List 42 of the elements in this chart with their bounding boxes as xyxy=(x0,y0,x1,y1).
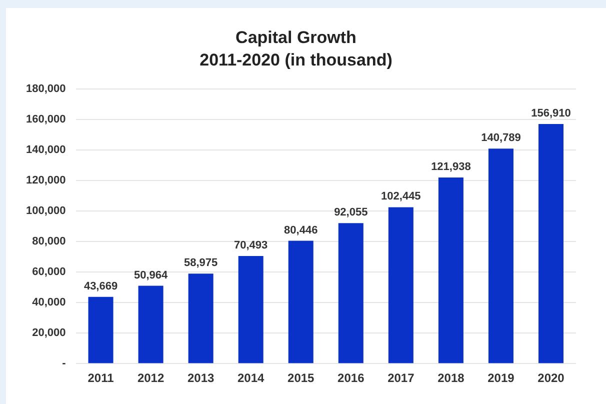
y-tick-label: 180,000 xyxy=(26,82,66,95)
x-tick-label: 2012 xyxy=(137,371,164,386)
y-tick-label: 100,000 xyxy=(26,204,66,217)
y-tick-label: 160,000 xyxy=(26,113,66,126)
data-label: 58,975 xyxy=(184,257,218,270)
y-tick-label: 140,000 xyxy=(26,144,66,156)
x-tick-label: 2018 xyxy=(438,371,465,386)
data-label: 102,445 xyxy=(381,190,421,203)
x-tick-label: 2013 xyxy=(187,371,214,386)
data-label: 50,964 xyxy=(134,269,168,282)
data-label: 70,493 xyxy=(234,240,268,252)
data-label: 156,910 xyxy=(531,108,571,120)
bar xyxy=(288,240,314,364)
y-tick-label: 40,000 xyxy=(32,296,66,309)
bar xyxy=(388,207,414,364)
x-tick-label: 2020 xyxy=(538,371,565,386)
x-tick-label: 2015 xyxy=(288,371,315,386)
bar xyxy=(88,296,114,364)
x-tick-label: 2019 xyxy=(488,371,515,386)
chart-title: Capital Growth xyxy=(236,28,356,47)
chart-subtitle: 2011-2020 (in thousand) xyxy=(200,50,392,70)
y-tick-label: 80,000 xyxy=(32,236,66,248)
data-label: 92,055 xyxy=(334,206,368,219)
bar xyxy=(138,286,164,364)
x-tick-label: 2016 xyxy=(338,371,365,386)
data-label: 140,789 xyxy=(481,132,521,144)
bar xyxy=(438,177,464,364)
bar xyxy=(338,223,364,364)
data-label: 121,938 xyxy=(431,160,471,173)
data-label: 80,446 xyxy=(284,224,318,236)
bar xyxy=(488,148,514,364)
y-tick-label: 20,000 xyxy=(32,327,66,340)
y-tick-label: 60,000 xyxy=(32,266,66,278)
bar xyxy=(538,124,564,364)
bar xyxy=(238,256,264,364)
y-tick-label: 120,000 xyxy=(26,174,66,186)
y-tick-label: - xyxy=(62,358,66,370)
x-tick-label: 2014 xyxy=(237,371,265,386)
data-label: 43,669 xyxy=(84,280,118,292)
bar xyxy=(188,274,214,364)
x-tick-label: 2011 xyxy=(88,371,114,386)
x-tick-label: 2017 xyxy=(388,371,415,386)
